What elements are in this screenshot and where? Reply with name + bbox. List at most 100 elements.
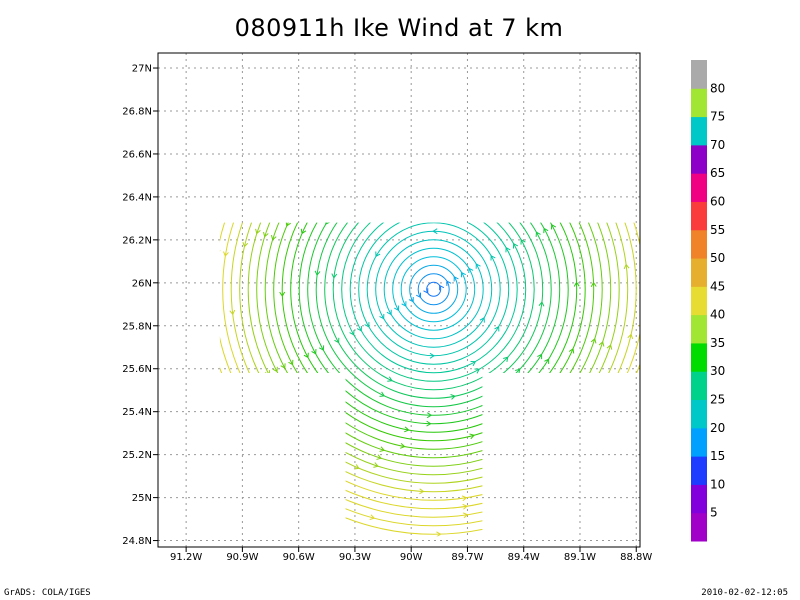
streamline — [383, 239, 484, 340]
y-tick-label: 26N — [132, 278, 152, 289]
colorbar-label: 25 — [710, 393, 725, 407]
streamline-arrow — [392, 131, 397, 136]
y-tick-label: 25.4N — [122, 407, 152, 418]
streamline-arrow — [388, 205, 393, 209]
streamline-arrow — [188, 257, 193, 261]
streamline-arrow — [408, 296, 414, 303]
streamline — [247, 222, 620, 476]
streamline-arrow — [348, 121, 353, 125]
streamline-arrow — [432, 228, 438, 235]
streamline-arrow — [325, 222, 331, 225]
streamline-arrow — [219, 249, 221, 255]
x-tick-label: 89.7W — [451, 552, 483, 563]
streamline — [324, 222, 544, 399]
x-tick-label: 90W — [400, 552, 423, 563]
streamline-arrow — [300, 90, 305, 94]
plot-frame — [157, 52, 641, 548]
streamline-arrow — [373, 462, 379, 468]
streamline — [222, 222, 640, 501]
y-tick-label: 25N — [132, 493, 152, 504]
streamline-arrow — [511, 445, 517, 451]
streamline-arrow — [486, 472, 493, 479]
streamline-arrow — [356, 326, 362, 332]
y-tick-label: 26.2N — [122, 235, 152, 246]
streamline-arrow — [400, 443, 406, 449]
streamline-arrow — [544, 358, 550, 364]
streamline-arrow — [436, 531, 442, 537]
streamline-arrow — [229, 309, 236, 316]
streamline-arrow — [470, 361, 477, 367]
streamline-arrow — [242, 242, 249, 248]
streamline-arrow — [469, 433, 475, 440]
streamline-arrow — [483, 127, 488, 132]
streamline-arrow — [486, 119, 491, 124]
colorbar-label: 5 — [710, 506, 718, 520]
y-tick-label: 24.8N — [122, 536, 152, 547]
streamline-arrow — [462, 503, 468, 510]
streamline-arrow — [502, 512, 509, 518]
streamline-arrow — [627, 333, 634, 340]
streamline-arrow — [323, 487, 330, 493]
colorbar-label: 40 — [710, 308, 725, 322]
footer-credit: GrADS: COLA/IGES — [4, 588, 91, 598]
streamline-arrow — [349, 330, 355, 336]
streamline-arrow — [461, 495, 468, 502]
streamline-arrow — [588, 451, 595, 457]
colorbar-swatch — [691, 314, 707, 344]
streamline-arrow — [401, 301, 407, 307]
streamline — [332, 222, 535, 391]
streamline-arrow — [590, 281, 597, 287]
streamline-arrow — [395, 148, 400, 153]
streamline — [392, 247, 476, 331]
colorbar-label: 50 — [710, 251, 725, 265]
streamline-arrow — [270, 235, 277, 241]
colorbar-swatch — [691, 456, 707, 485]
streamline-arrow — [255, 228, 261, 235]
streamline-arrow — [437, 152, 441, 157]
streamline-arrow — [332, 472, 339, 479]
streamline-arrow — [460, 271, 466, 278]
streamline — [409, 264, 459, 314]
streamline-arrow — [379, 446, 386, 453]
streamline-arrow — [263, 231, 269, 238]
streamline-arrow — [394, 305, 400, 312]
streamline — [298, 222, 569, 425]
streamline-arrow — [614, 197, 618, 202]
streamline-arrow — [479, 190, 484, 195]
streamline-arrow — [479, 317, 485, 323]
streamline — [417, 273, 450, 306]
streamline-arrow — [490, 254, 496, 261]
streamline-arrow — [514, 452, 521, 459]
streamline — [230, 222, 637, 493]
streamline-arrow — [279, 129, 284, 134]
colorbar-label: 15 — [710, 449, 725, 463]
streamline — [219, 222, 640, 527]
streamline-arrow — [568, 347, 575, 354]
streamline-arrow — [503, 356, 509, 362]
x-tick-label: 89.4W — [508, 552, 540, 563]
streamline-arrow — [392, 213, 397, 217]
streamline-arrow — [274, 122, 279, 127]
streamline-arrow — [314, 270, 321, 277]
colorbar-label: 20 — [710, 421, 725, 435]
streamline-arrow — [567, 217, 571, 222]
colorbar-swatch — [691, 88, 707, 118]
streamline — [219, 222, 640, 518]
streamline-arrow — [400, 61, 404, 66]
streamline-arrow — [401, 78, 405, 83]
colorbar-label: 45 — [710, 279, 725, 293]
streamline-arrow — [446, 280, 452, 286]
streamline-arrow — [606, 344, 613, 350]
streamline-arrow — [475, 263, 481, 269]
streamline — [307, 222, 561, 416]
x-tick-label: 88.8W — [620, 552, 652, 563]
streamline-arrow — [334, 337, 340, 344]
streamline-arrow — [655, 327, 660, 331]
streamline-arrow — [426, 412, 433, 419]
y-tick-label: 25.2N — [122, 450, 152, 461]
streamline-arrow — [590, 337, 597, 344]
streamline-arrow — [436, 161, 440, 166]
streamline-arrow — [530, 101, 535, 105]
streamline-arrow — [379, 391, 386, 397]
